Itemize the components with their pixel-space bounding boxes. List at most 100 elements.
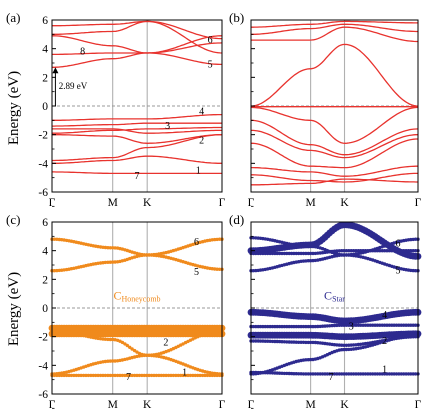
band-point <box>125 343 129 348</box>
band-point <box>361 323 365 327</box>
band-point <box>277 324 282 329</box>
band-point <box>268 339 272 343</box>
x-tick-label: Γ <box>219 399 226 411</box>
y-axis-label-top: Energy (eV) <box>6 71 22 145</box>
band-point <box>413 323 418 327</box>
band-point <box>404 249 408 253</box>
band-point <box>179 373 183 378</box>
band-point <box>275 324 279 329</box>
band-point <box>342 343 346 347</box>
band-point <box>132 373 137 378</box>
band-point <box>304 251 308 256</box>
band-point <box>349 323 353 327</box>
band-point <box>354 249 358 253</box>
projection-legend-sub: Honeycomb <box>121 294 160 303</box>
x-tick-label: K <box>340 399 349 411</box>
band-point <box>108 246 113 250</box>
band-point <box>304 340 308 345</box>
band-point <box>217 267 222 271</box>
y-tick-label: -2 <box>38 130 48 142</box>
band-point <box>266 339 270 343</box>
band-point <box>280 340 284 344</box>
band-point <box>55 373 59 378</box>
band-point <box>113 359 117 363</box>
band-point <box>111 246 115 250</box>
band-point <box>361 249 365 253</box>
band-point <box>351 372 356 376</box>
band-point <box>363 249 368 253</box>
band-line <box>250 43 419 107</box>
band-point <box>84 373 88 378</box>
band-line <box>52 134 222 144</box>
band-point <box>106 337 110 342</box>
panel-label: (d) <box>229 212 244 227</box>
band-line <box>52 128 222 134</box>
band-point <box>270 339 275 344</box>
band-point <box>411 323 415 327</box>
band-point <box>142 353 146 358</box>
band-point <box>261 339 265 343</box>
band-index-label: 3 <box>165 121 170 132</box>
band-point <box>368 372 372 376</box>
y-tick-label: 6 <box>42 15 48 27</box>
band-point <box>282 371 287 376</box>
band-dots <box>247 308 422 325</box>
band-point <box>263 324 267 329</box>
band-point <box>342 249 346 253</box>
band-point <box>96 336 100 341</box>
band-point <box>366 323 370 327</box>
band-point <box>196 373 200 378</box>
band-point <box>297 324 301 329</box>
band-point <box>152 373 156 378</box>
band-point <box>344 347 349 352</box>
band-point <box>251 339 256 343</box>
band-point <box>251 269 256 273</box>
band-point <box>147 353 151 357</box>
band-point <box>86 373 91 378</box>
y-tick-label: -4 <box>38 158 48 170</box>
band-point <box>120 340 125 345</box>
band-line <box>52 134 222 162</box>
band-point <box>128 373 132 378</box>
band-point <box>176 373 180 378</box>
band-point <box>74 373 79 378</box>
band-point <box>280 251 284 256</box>
band-point <box>135 373 139 378</box>
band-point <box>91 373 96 378</box>
x-tick-label: M <box>306 197 316 209</box>
x-tick-label: Γ <box>248 399 255 411</box>
band-line <box>251 178 418 186</box>
band-line <box>52 122 222 127</box>
band-point <box>297 251 301 256</box>
band-index-label: 2 <box>199 135 204 146</box>
band-point <box>359 323 363 327</box>
band-point <box>106 246 110 250</box>
band-point <box>380 249 384 253</box>
band-point <box>344 249 349 253</box>
band-point <box>81 373 86 378</box>
band-point <box>330 372 334 376</box>
band-point <box>157 373 161 378</box>
band-point <box>251 370 256 375</box>
band-point <box>292 324 296 329</box>
x-tick-label: M <box>108 399 118 411</box>
band-point <box>308 324 313 329</box>
band-point <box>208 373 212 378</box>
band-point <box>270 251 275 256</box>
band-point <box>411 249 415 253</box>
band-point <box>354 372 358 376</box>
band-point <box>111 359 115 363</box>
band-point <box>108 359 113 363</box>
y-tick-label: 4 <box>42 44 48 56</box>
band-point <box>287 324 291 329</box>
band-point <box>69 373 74 378</box>
band-line <box>251 172 418 183</box>
band-index-label: 7 <box>135 171 140 182</box>
band-point <box>137 254 142 258</box>
band-point <box>382 249 387 253</box>
band-point <box>409 249 413 253</box>
band-point <box>311 251 315 256</box>
band-point <box>413 333 418 337</box>
band-point <box>335 372 339 376</box>
